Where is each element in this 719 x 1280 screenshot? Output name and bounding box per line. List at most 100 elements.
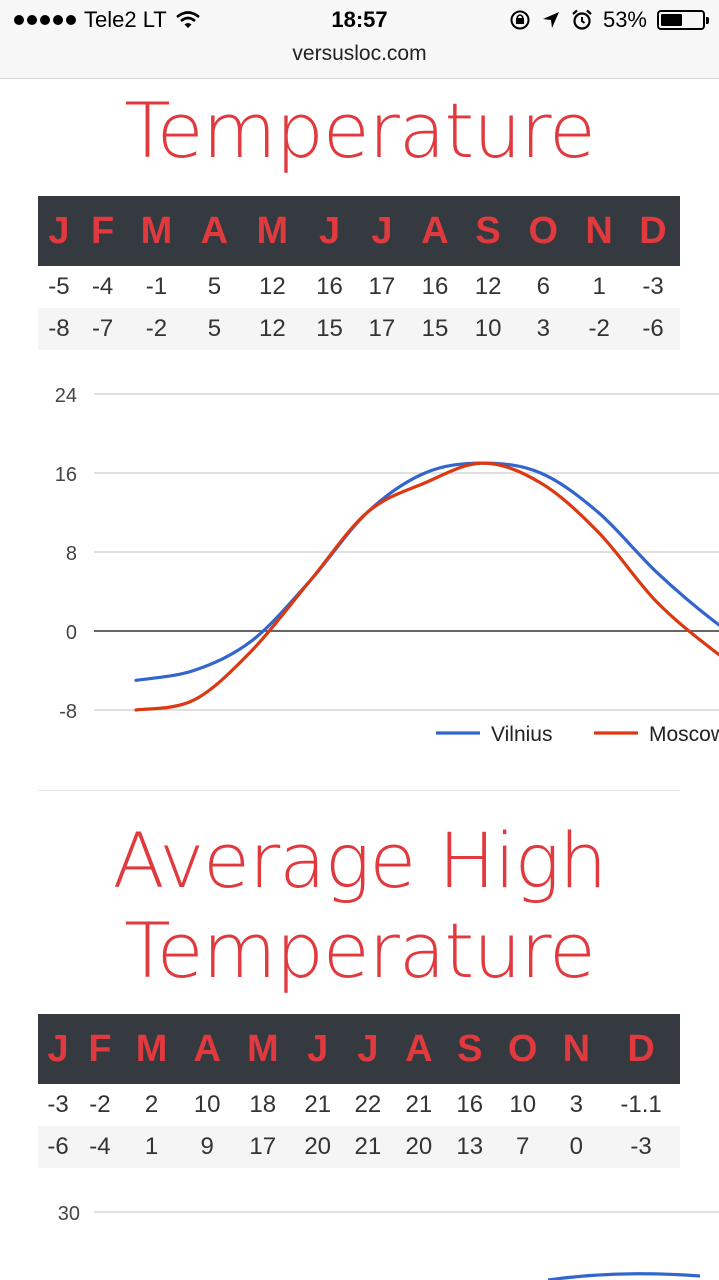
- y-tick-label: 0: [66, 622, 77, 644]
- month-header: A: [408, 196, 462, 266]
- month-header: A: [187, 196, 242, 266]
- wifi-icon: [175, 11, 200, 28]
- series-line-vilnius: [134, 461, 719, 682]
- table-cell: 0: [550, 1126, 603, 1168]
- table-row: -5 -4 -1 5 12 16 17 16 12 6 1 -3: [38, 266, 680, 308]
- table-cell: -6: [626, 308, 680, 350]
- table-row: -6 -4 1 9 17 20 21 20 13 7 0 -3: [38, 1126, 680, 1168]
- table-cell: 1: [121, 1126, 182, 1168]
- month-header: D: [602, 1014, 680, 1084]
- month-header: J: [38, 196, 80, 266]
- table-row: -3 -2 2 10 18 21 22 21 16 10 3 -1.1: [38, 1084, 680, 1126]
- table-cell: 15: [303, 308, 356, 350]
- table-cell: 21: [342, 1126, 394, 1168]
- legend-label: Vilnius: [491, 723, 552, 746]
- table-cell: 3: [550, 1084, 603, 1126]
- table-cell: 16: [408, 266, 462, 308]
- table-cell: 16: [303, 266, 356, 308]
- y-tick-label: 16: [55, 464, 77, 486]
- table-cell: 17: [355, 266, 409, 308]
- table-cell: -3: [38, 1084, 79, 1126]
- table-cell: 18: [233, 1084, 293, 1126]
- table-cell: 6: [514, 266, 573, 308]
- table-cell: 1: [572, 266, 627, 308]
- alarm-icon: [572, 9, 592, 30]
- table-row: -8 -7 -2 5 12 15 17 15 10 3 -2 -6: [38, 308, 680, 350]
- table-cell: -4: [79, 266, 126, 308]
- table-cell: -2: [572, 308, 627, 350]
- series-line-vilnius: [547, 1272, 701, 1280]
- temperature-line-chart: 24 16 8 0 -8 Vilnius Moscow: [55, 385, 719, 746]
- section-title-line1: Average High: [112, 816, 608, 905]
- table-cell: -1: [125, 266, 188, 308]
- month-header: J: [342, 1014, 394, 1084]
- table-cell: 5: [187, 266, 242, 308]
- table-cell: 3: [514, 308, 573, 350]
- table-cell: -2: [78, 1084, 122, 1126]
- table-cell: 16: [444, 1084, 495, 1126]
- signal-strength-icon: [14, 15, 76, 25]
- carrier-info: Tele2 LT: [14, 7, 201, 33]
- table-cell: 13: [444, 1126, 495, 1168]
- table-cell: 12: [461, 266, 515, 308]
- table-cell: 20: [292, 1126, 343, 1168]
- table-cell: 10: [461, 308, 515, 350]
- month-header: J: [303, 196, 356, 266]
- table-cell: 10: [181, 1084, 233, 1126]
- y-tick-label: 24: [55, 385, 77, 407]
- legend-label: Moscow: [649, 723, 719, 746]
- month-header: D: [626, 196, 680, 266]
- table-cell: -3: [626, 266, 680, 308]
- month-header: A: [393, 1014, 445, 1084]
- table-cell: -4: [78, 1126, 122, 1168]
- table-cell: 17: [233, 1126, 293, 1168]
- month-header: M: [125, 196, 188, 266]
- month-header: S: [444, 1014, 495, 1084]
- section-title-line2: Temperature: [124, 906, 595, 995]
- section-title: Temperature: [124, 86, 595, 175]
- table-cell: 12: [241, 308, 304, 350]
- table-cell: 7: [494, 1126, 551, 1168]
- month-header: N: [572, 196, 627, 266]
- month-header: F: [78, 1014, 122, 1084]
- table-cell: 21: [292, 1084, 343, 1126]
- table-cell: -7: [79, 308, 126, 350]
- rotation-lock-icon: [510, 10, 530, 30]
- month-header: O: [514, 196, 573, 266]
- carrier-name: Tele2 LT: [84, 7, 167, 32]
- table-cell: 5: [187, 308, 242, 350]
- battery-icon: [657, 10, 709, 30]
- table-cell: 17: [355, 308, 409, 350]
- y-tick-label: -8: [59, 701, 77, 723]
- table-cell: 15: [408, 308, 462, 350]
- month-header: M: [241, 196, 304, 266]
- section-divider: [38, 790, 680, 791]
- status-bar: Tele2 LT 18:57 53% versusloc.com: [0, 0, 719, 79]
- address-bar-url[interactable]: versusloc.com: [292, 42, 427, 65]
- table-cell: 12: [241, 266, 304, 308]
- table-cell: 10: [494, 1084, 551, 1126]
- table-cell: -2: [125, 308, 188, 350]
- location-arrow-icon: [542, 12, 559, 28]
- month-header: M: [121, 1014, 182, 1084]
- table-cell: -1.1: [602, 1084, 680, 1126]
- y-tick-label: 8: [66, 543, 77, 565]
- month-header: J: [38, 1014, 79, 1084]
- month-header: A: [181, 1014, 233, 1084]
- table-cell: 20: [393, 1126, 445, 1168]
- table-cell: -3: [602, 1126, 680, 1168]
- month-header: O: [494, 1014, 551, 1084]
- month-header: F: [79, 196, 126, 266]
- month-header: J: [292, 1014, 343, 1084]
- series-line-moscow: [134, 461, 719, 712]
- status-icons: 53%: [509, 7, 709, 33]
- table-cell: -8: [38, 308, 80, 350]
- table-cell: 22: [342, 1084, 394, 1126]
- month-header: N: [550, 1014, 603, 1084]
- battery-percentage: 53%: [602, 7, 647, 32]
- month-header: S: [461, 196, 515, 266]
